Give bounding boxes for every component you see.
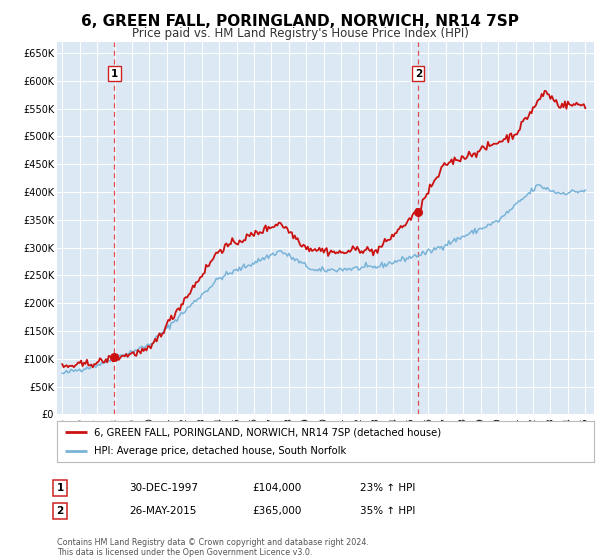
- Text: Price paid vs. HM Land Registry's House Price Index (HPI): Price paid vs. HM Land Registry's House …: [131, 27, 469, 40]
- Text: 26-MAY-2015: 26-MAY-2015: [129, 506, 196, 516]
- Text: 1: 1: [56, 483, 64, 493]
- Text: 35% ↑ HPI: 35% ↑ HPI: [360, 506, 415, 516]
- Text: Contains HM Land Registry data © Crown copyright and database right 2024.: Contains HM Land Registry data © Crown c…: [57, 538, 369, 547]
- Text: 6, GREEN FALL, PORINGLAND, NORWICH, NR14 7SP (detached house): 6, GREEN FALL, PORINGLAND, NORWICH, NR14…: [94, 427, 440, 437]
- Text: 30-DEC-1997: 30-DEC-1997: [129, 483, 198, 493]
- Text: 1: 1: [111, 69, 118, 78]
- Text: 2: 2: [56, 506, 64, 516]
- Text: 6, GREEN FALL, PORINGLAND, NORWICH, NR14 7SP: 6, GREEN FALL, PORINGLAND, NORWICH, NR14…: [81, 14, 519, 29]
- Text: 2: 2: [415, 69, 422, 78]
- Text: HPI: Average price, detached house, South Norfolk: HPI: Average price, detached house, Sout…: [94, 446, 346, 456]
- Text: 23% ↑ HPI: 23% ↑ HPI: [360, 483, 415, 493]
- Text: This data is licensed under the Open Government Licence v3.0.: This data is licensed under the Open Gov…: [57, 548, 313, 557]
- Text: £365,000: £365,000: [252, 506, 301, 516]
- Text: £104,000: £104,000: [252, 483, 301, 493]
